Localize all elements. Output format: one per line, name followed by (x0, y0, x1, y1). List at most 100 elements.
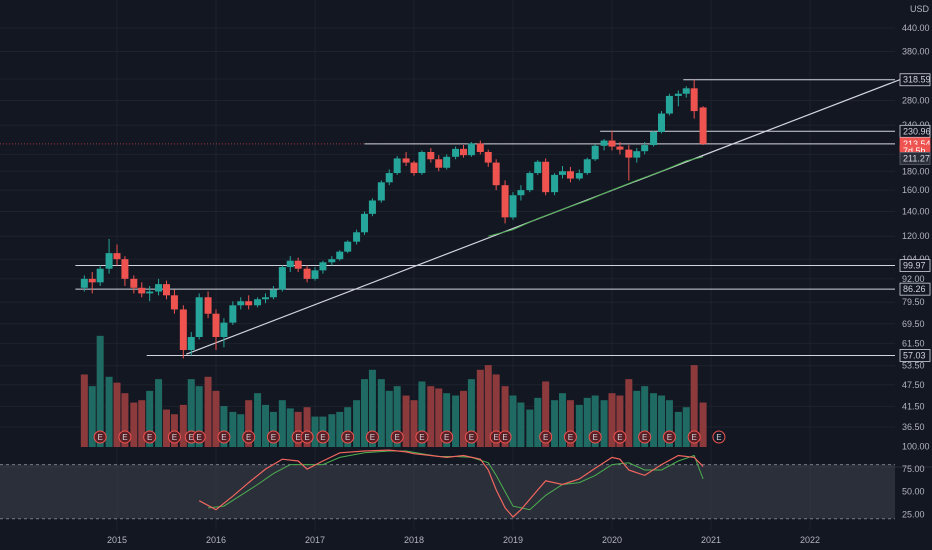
candle-body (583, 159, 591, 174)
candle-body (650, 131, 658, 146)
earnings-marker (563, 430, 577, 444)
candle-body (146, 291, 154, 294)
earnings-marker (440, 430, 454, 444)
volume-bar (212, 390, 220, 447)
volume-bar (509, 395, 517, 447)
volume-bar (187, 379, 195, 447)
candle-body (633, 151, 641, 158)
volume-bar (699, 402, 707, 447)
volume-bar (220, 406, 228, 447)
time-axis[interactable]: 2015 2016 2017 2018 2019 2020 2021 2022 (107, 535, 820, 545)
candle-body (690, 88, 698, 112)
price-tick-label: 69.50 (902, 319, 925, 329)
volume-bar (105, 376, 113, 447)
volume-bar (460, 390, 467, 447)
earnings-label: E (304, 433, 309, 442)
earnings-marker (588, 430, 602, 444)
volume-bar (542, 381, 550, 447)
volume-bar (311, 416, 319, 447)
candle-body (195, 297, 203, 337)
candle-body (254, 299, 262, 306)
moving-average-group (488, 156, 704, 237)
earnings-label: E (345, 433, 350, 442)
earnings-label: E (295, 433, 300, 442)
price-tick-label: 53.50 (902, 361, 925, 371)
candle-body (534, 161, 542, 174)
earnings-marker (390, 430, 404, 444)
candle-body (303, 268, 311, 279)
volume-bar (368, 369, 376, 447)
candle-body (682, 88, 690, 94)
price-tag-box (899, 73, 931, 87)
candle-body (286, 260, 294, 268)
candle-body (344, 241, 352, 252)
volume-bar (501, 386, 509, 447)
candle-body (294, 260, 302, 269)
volume-bar (402, 395, 410, 447)
volume-bar (262, 404, 269, 447)
earnings-marker (687, 430, 701, 444)
candle-body (476, 143, 484, 152)
horizontal-levels[interactable] (0, 79, 895, 356)
volume-bar (418, 381, 426, 447)
volume-bar (286, 408, 294, 447)
candle-body (237, 301, 245, 306)
candle-body (575, 173, 583, 179)
price-tag-label: 57.03 (903, 350, 926, 360)
volume-bar (146, 390, 154, 447)
price-tag-label: 230.96 (903, 126, 931, 136)
candle-body (212, 313, 220, 337)
volume-bar (633, 390, 641, 447)
time-tick-label: 2018 (404, 535, 424, 545)
volume-bar (204, 376, 212, 447)
volume-bar (393, 386, 401, 447)
candle-body (452, 148, 460, 157)
volume-bar (254, 393, 262, 447)
grid (0, 0, 895, 530)
earnings-marker (662, 430, 676, 444)
stochastic-pane: 100.00 75.00 50.00 25.00 (0, 442, 932, 520)
volume-bar (353, 400, 361, 447)
earnings-label: E (617, 433, 622, 442)
volume-bar (616, 395, 624, 447)
volume-bar (476, 369, 484, 447)
volume-bar (682, 407, 690, 447)
candle-body (608, 140, 616, 147)
earnings-label: E (592, 433, 597, 442)
volume-bar (690, 365, 698, 447)
volume-bar (163, 409, 170, 447)
earnings-marker (638, 430, 652, 444)
time-tick-label: 2021 (701, 535, 721, 545)
volume-bar (566, 400, 574, 447)
candle-body (170, 295, 178, 310)
candle-body (402, 158, 410, 163)
candle-body (427, 151, 435, 160)
volume-bar (484, 365, 492, 447)
time-tick-label: 2017 (305, 535, 325, 545)
volume-bar (328, 414, 336, 447)
volume-bar (625, 379, 633, 447)
earnings-label: E (394, 433, 399, 442)
candle-body (665, 95, 673, 114)
candle-body (328, 259, 336, 263)
candle-body (353, 232, 361, 242)
volume-bar (195, 386, 203, 447)
volume-bar (591, 395, 599, 447)
stochastic-tick-label: 75.00 (902, 464, 925, 474)
currency-label[interactable]: USD (910, 4, 930, 14)
volume-bar (608, 393, 616, 447)
earnings-label: E (172, 433, 177, 442)
earnings-label: E (419, 433, 424, 442)
price-tick-label: 36.50 (902, 422, 925, 432)
volume-bar (336, 411, 344, 447)
earnings-label: E (469, 433, 474, 442)
earnings-label: E (320, 433, 325, 442)
candle-body (460, 148, 467, 156)
price-tag-box (899, 349, 931, 362)
candle-body (319, 262, 327, 271)
volume-bar (650, 393, 658, 447)
candle-body (484, 151, 492, 163)
